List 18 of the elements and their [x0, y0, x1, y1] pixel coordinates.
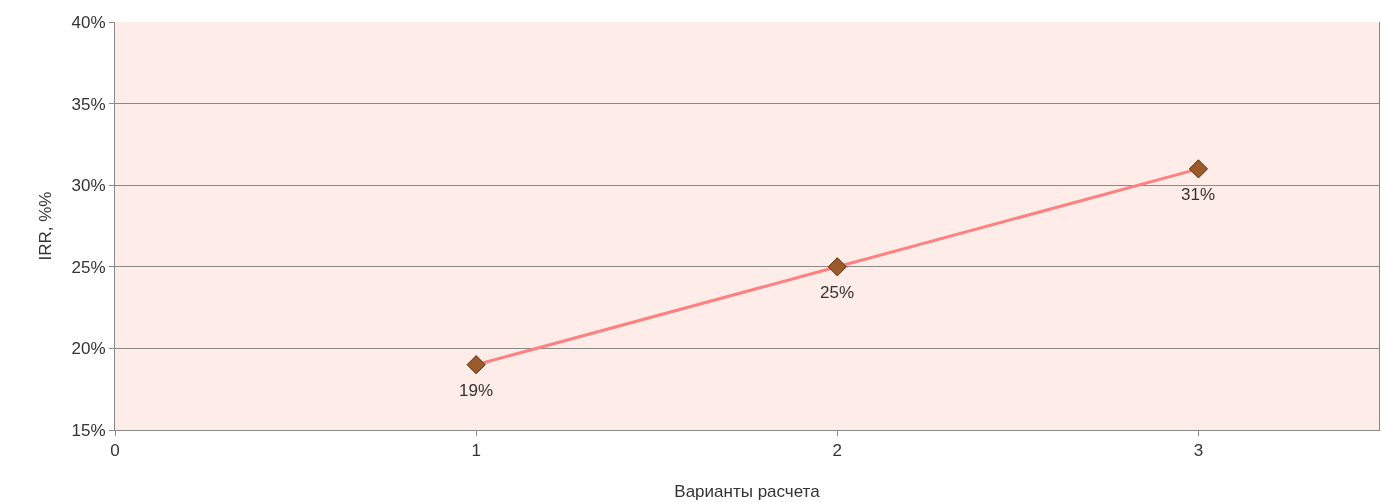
- data-label: 31%: [1181, 185, 1216, 204]
- x-tick-label: 3: [1193, 441, 1204, 461]
- x-tick-label: 1: [471, 441, 481, 461]
- point: [1188, 159, 1209, 179]
- y-tick-label: 15%: [71, 420, 106, 440]
- y-tick-label: 30%: [71, 176, 106, 196]
- x-tick-label: 0: [110, 441, 120, 461]
- y-tick-label: 25%: [71, 257, 106, 277]
- data-label: 25%: [820, 283, 855, 302]
- x-axis-title: Варианты расчета: [674, 481, 821, 501]
- point: [466, 355, 486, 375]
- data-label: 19%: [459, 381, 494, 400]
- x-tick-label: 2: [832, 441, 843, 461]
- y-tick-label: 20%: [71, 339, 106, 359]
- y-tick-label: 40%: [71, 12, 106, 32]
- y-tick-label: 35%: [71, 94, 106, 114]
- y-axis-title: IRR, %%: [36, 191, 56, 261]
- point: [827, 257, 847, 277]
